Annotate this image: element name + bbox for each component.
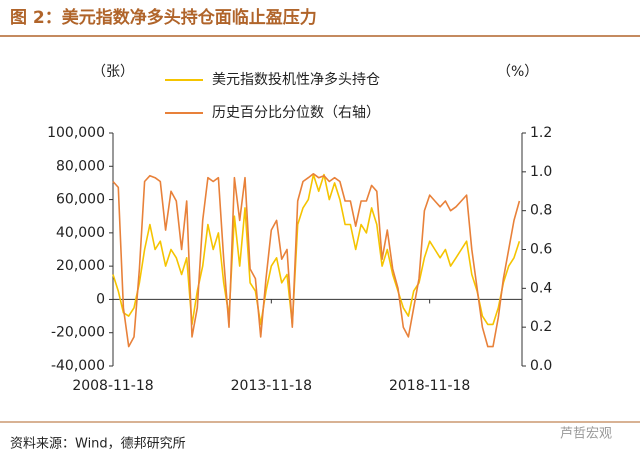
y-tick-label: 40,000 (56, 225, 105, 241)
series-line (112, 173, 521, 326)
y2-tick-label: 0.6 (530, 242, 552, 258)
x-tick-label: 2013-11-18 (231, 378, 312, 394)
x-tick-label: 2018-11-18 (389, 378, 470, 394)
legend-label: 美元指数投机性净多头持仓 (212, 71, 380, 88)
series-line (112, 173, 521, 348)
y2-tick-label: 0.0 (530, 358, 552, 374)
y-tick-label: 60,000 (56, 192, 105, 208)
y-tick-label: 100,000 (47, 125, 105, 141)
chart-title: 图 2：美元指数净多头持仓面临止盈压力 (10, 7, 317, 28)
y2-unit: （%） (497, 64, 538, 80)
y-tick-label: 20,000 (56, 258, 105, 274)
y-tick-label: 80,000 (56, 158, 105, 174)
y2-tick-label: 1.0 (530, 164, 552, 180)
x-tick-label: 2008-11-18 (72, 378, 153, 394)
watermark: 芦哲宏观 (560, 427, 612, 442)
y-tick-label: -40,000 (51, 358, 105, 374)
legend-label: 历史百分比分位数（右轴） (212, 105, 380, 121)
y2-tick-label: 1.2 (530, 125, 552, 141)
y-unit: （张） (92, 64, 134, 80)
y2-tick-label: 0.8 (530, 203, 552, 219)
y2-tick-label: 0.4 (530, 280, 552, 296)
y-tick-label: -20,000 (51, 325, 105, 341)
y2-tick-label: 0.2 (530, 319, 552, 335)
y-tick-label: 0 (96, 291, 105, 307)
source: 资料来源：Wind，德邦研究所 (10, 437, 186, 452)
